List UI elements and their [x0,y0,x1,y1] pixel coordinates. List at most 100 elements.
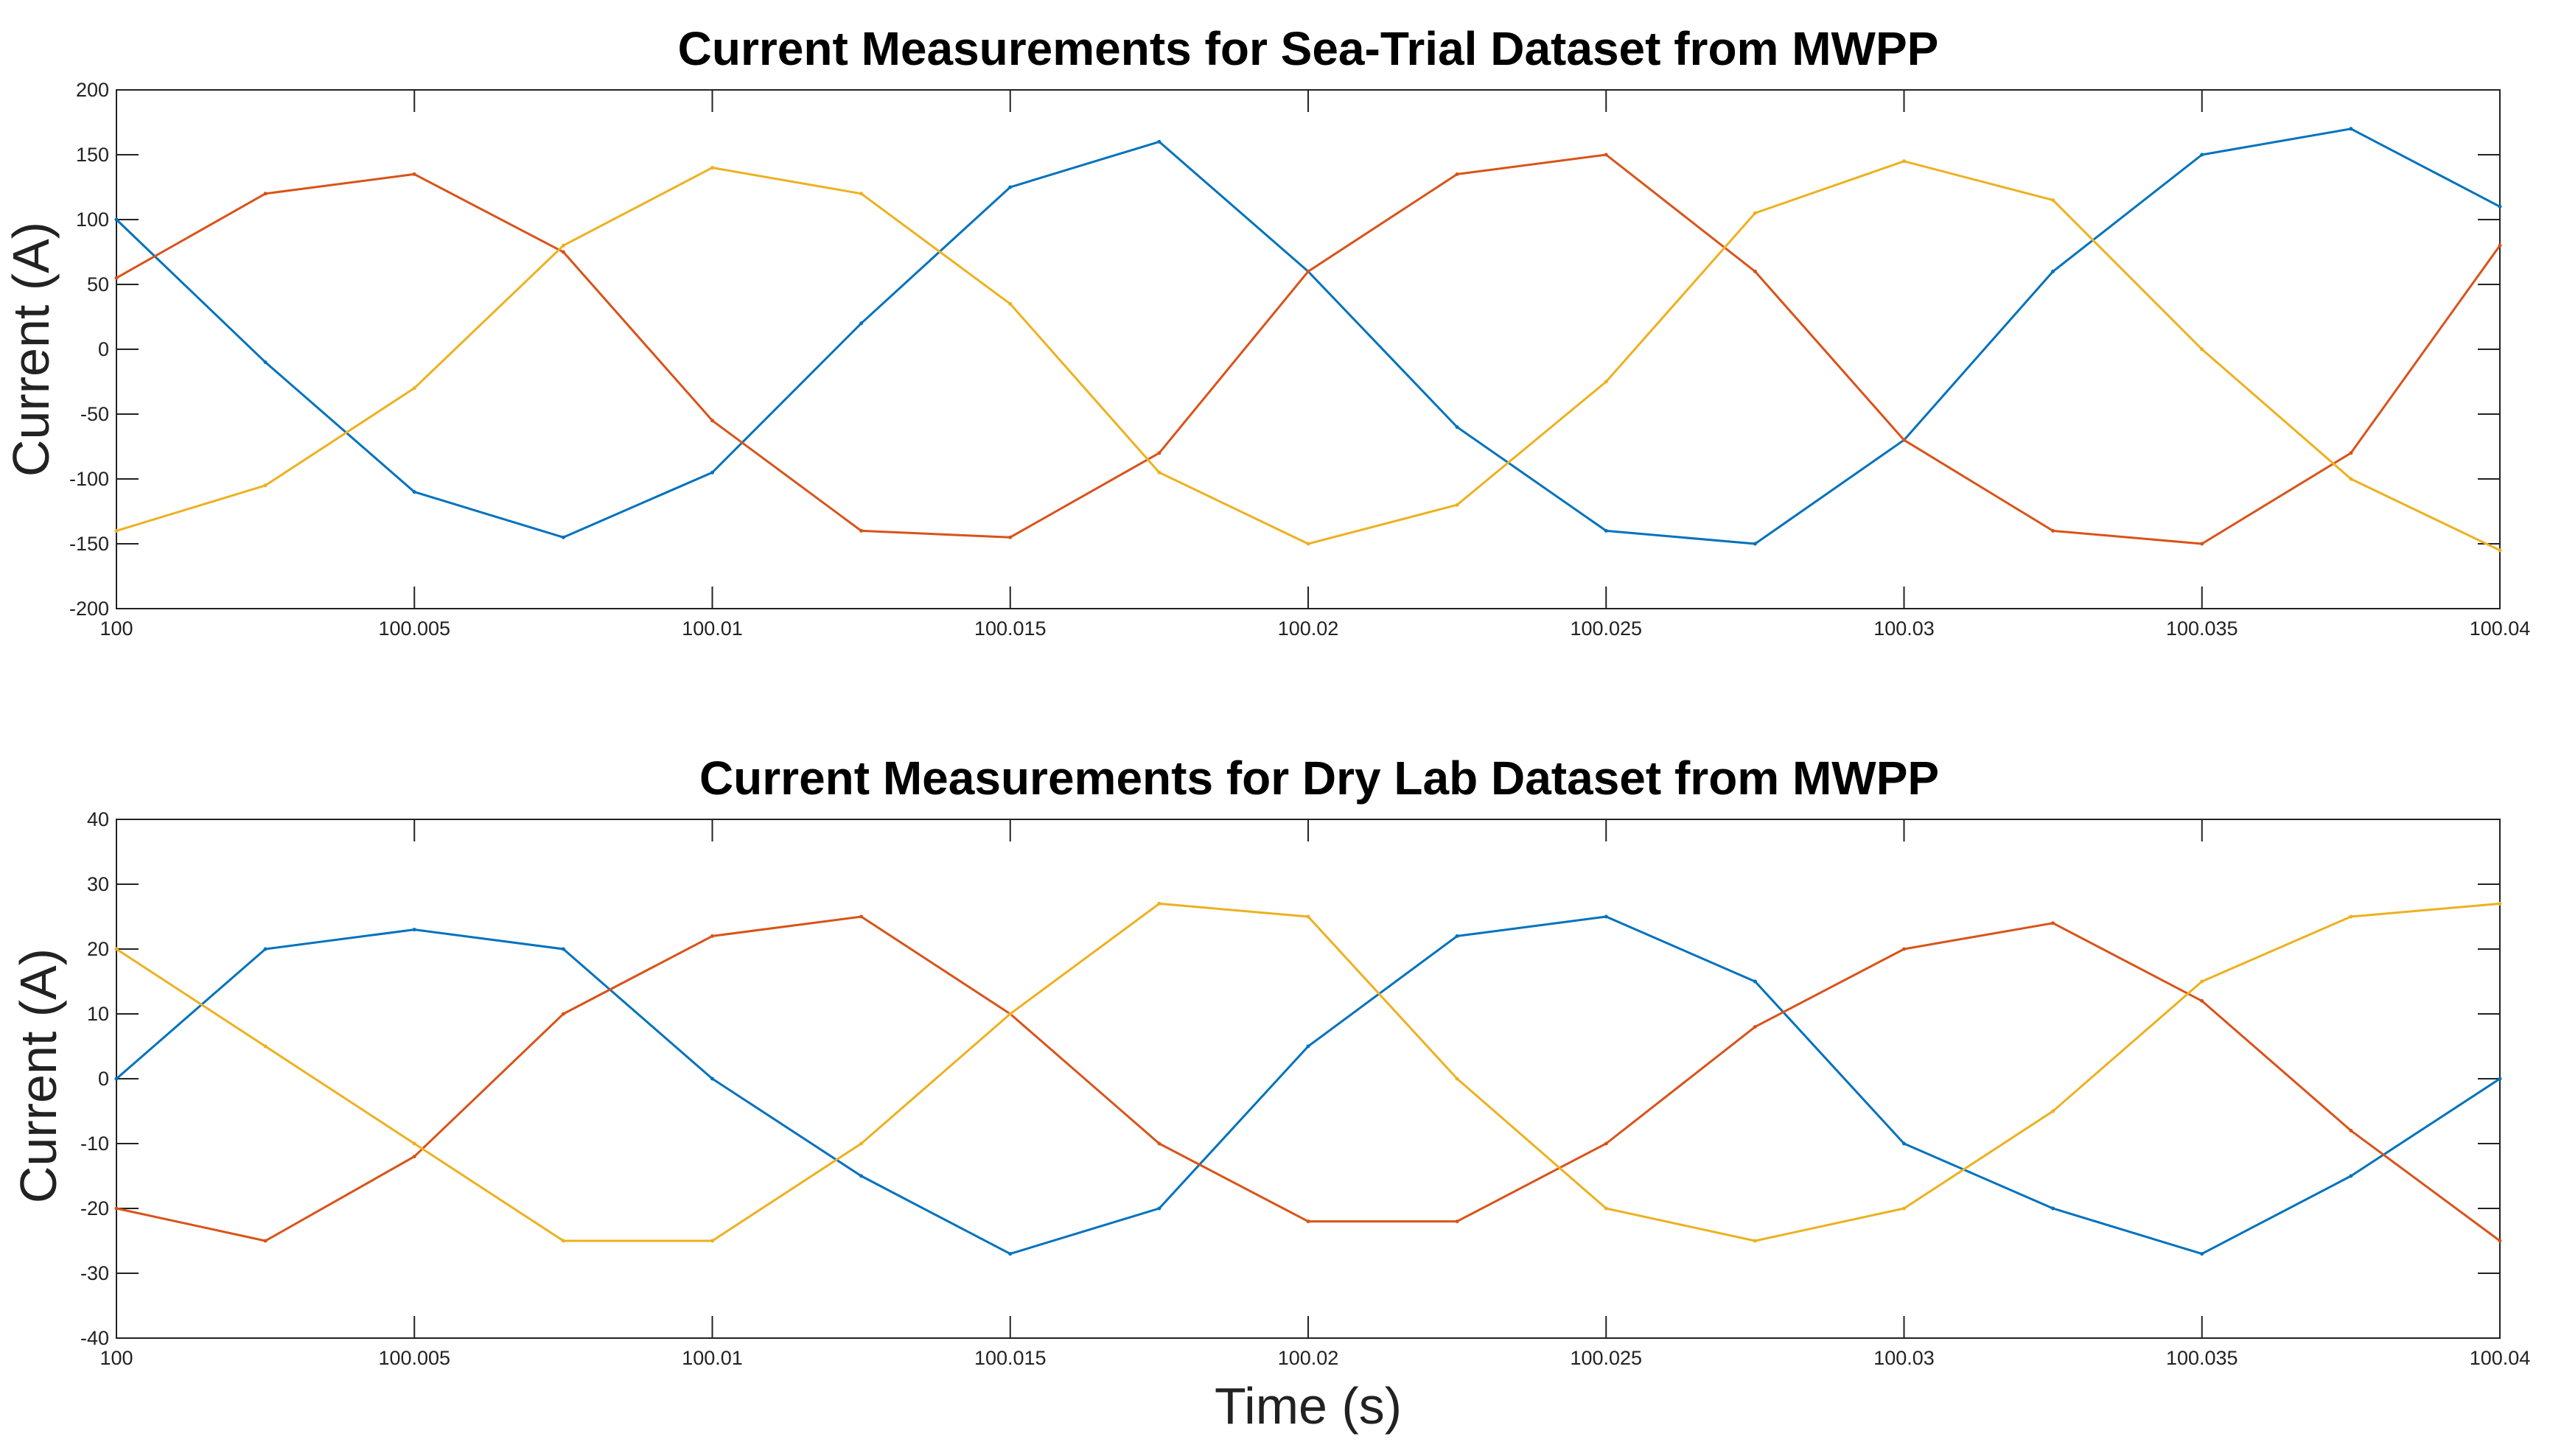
sea-trial-series-1-point [1455,425,1459,430]
sea-trial-y-tick-label: 50 [87,273,109,295]
dry-lab-x-tick-label: 100.03 [1873,1347,1935,1369]
sea-trial-x-tick-label: 100 [99,617,133,640]
sea-trial-series-2-point [561,250,565,254]
sea-trial-series-2-point [2051,528,2055,533]
dry-lab-series-2-point [1306,1219,1310,1224]
sea-trial-series-3-point [263,483,268,488]
dry-lab-x-tick-label: 100.02 [1278,1347,1339,1369]
sea-trial-chart: Current Measurements for Sea-Trial Datas… [2,22,2530,640]
sea-trial-y-tick-label: -150 [69,533,109,555]
sea-trial-series-1-point [2498,204,2502,209]
dry-lab-series-group [114,901,2502,1256]
dry-lab-series-3-point [2200,979,2204,984]
sea-trial-series-2-point [1306,269,1310,273]
dry-lab-series-2-point [2051,921,2055,925]
dry-lab-series-3-point [2349,914,2353,919]
dry-lab-series-1-point [1455,934,1459,938]
sea-trial-y-tick-label: 100 [76,209,109,231]
dry-lab-x-tick-label: 100.01 [682,1347,743,1369]
dry-lab-y-tick-label: -10 [80,1133,109,1155]
dry-lab-series-1-point [2349,1174,2353,1178]
sea-trial-series-3-point [859,192,864,196]
sea-trial-series-3-point [1306,542,1310,546]
sea-trial-series-1-point [1157,139,1162,144]
dry-lab-series-2-point [1902,947,1906,951]
dry-lab-x-tick-label: 100.005 [378,1347,450,1369]
sea-trial-series-1-point [114,217,119,222]
dry-lab-y-tick-label: 40 [87,808,109,830]
dry-lab-series-1-point [1753,979,1757,984]
sea-trial-series-1-point [710,470,714,475]
sea-trial-series-2-point [1157,451,1162,455]
dry-lab-y-tick-label: -30 [80,1262,109,1284]
dry-lab-series-2-point [710,934,714,938]
dry-lab-series-3-point [1157,901,1162,906]
sea-trial-y-axis-label: Current (A) [2,222,60,477]
sea-trial-series-2-point [1008,535,1013,539]
dry-lab-series-1-point [2200,1252,2204,1256]
dry-lab-y-tick-label: -40 [80,1327,109,1349]
sea-trial-series-1-point [1753,542,1757,546]
sea-trial-series-3-point [561,243,565,248]
sea-trial-series-1-point [263,360,268,365]
sea-trial-series-group [114,127,2502,553]
dry-lab-series-3-point [1753,1239,1757,1243]
dry-lab-y-tick-label: 10 [87,1003,109,1025]
dry-lab-series-3-point [2051,1109,2055,1113]
dry-lab-chart: Current Measurements for Dry Lab Dataset… [10,752,2530,1369]
sea-trial-plot-area [116,89,2501,609]
sea-trial-series-1-point [1008,185,1013,189]
dry-lab-series-1-point [2051,1206,2055,1211]
dry-lab-series-3-point [710,1239,714,1243]
sea-trial-y-tick-label: -100 [69,468,109,490]
sea-trial-series-2-point [2349,451,2353,455]
dry-lab-series-2-point [2498,1239,2502,1243]
dry-lab-series-3-point [263,1044,268,1049]
dry-lab-series-3-point [561,1239,565,1243]
dry-lab-series-1-point [1157,1206,1162,1211]
dry-lab-series-3-point [1455,1077,1459,1081]
dry-lab-series-1-point [1306,1044,1310,1049]
x-axis-label: Time (s) [1215,1377,1402,1435]
sea-trial-ticks: 100 100.005 100.01 100.015 100.02 100.025 100.… [69,79,2530,640]
sea-trial-x-tick-label: 100.015 [974,617,1047,640]
dry-lab-y-tick-label: -20 [80,1197,109,1219]
sea-trial-series-3-point [1455,503,1459,507]
sea-trial-series-3-point [710,166,714,170]
dry-lab-y-axis-label: Current (A) [10,948,67,1203]
dry-lab-series-3-point [2498,901,2502,906]
sea-trial-series-3-point [1902,159,1906,164]
sea-trial-x-tick-label: 100.01 [682,617,743,640]
dry-lab-series-2-point [1157,1141,1162,1146]
dry-lab-series-2-point [114,1206,119,1211]
dry-lab-plot-area [116,819,2501,1339]
sea-trial-series-2-point [710,419,714,423]
dry-lab-y-tick-label: 20 [87,938,109,960]
dry-lab-series-2-point [263,1239,268,1243]
dry-lab-series-2-point [859,914,864,919]
sea-trial-y-tick-label: 0 [98,338,109,360]
sea-trial-series-3-point [2051,198,2055,203]
dry-lab-series-3-point [1008,1012,1013,1016]
dry-lab-series-1-point [1604,914,1608,919]
sea-trial-series-1-point [561,535,565,539]
dry-lab-series-1-point [710,1077,714,1081]
dry-lab-y-tick-label: 30 [87,873,109,895]
sea-trial-series-3-point [114,528,119,533]
sea-trial-series-2-point [412,172,416,176]
sea-trial-series-2-point [1604,153,1608,157]
sea-trial-y-tick-label: 200 [76,79,109,101]
sea-trial-series-2-point [1753,269,1757,273]
dry-lab-series-3-point [1902,1206,1906,1211]
dry-lab-x-tick-label: 100.04 [2470,1347,2531,1369]
dry-lab-series-3-point [859,1141,864,1146]
sea-trial-y-tick-label: -50 [80,403,109,425]
sea-trial-series-3-point [412,386,416,391]
sea-trial-series-2-point [1902,438,1906,442]
dry-lab-series-2-point [1604,1141,1608,1146]
sea-trial-series-2-point [2498,243,2502,248]
sea-trial-chart-title: Current Measurements for Sea-Trial Datas… [678,22,1939,75]
dry-lab-series-3-point [412,1141,416,1146]
dry-lab-series-1-point [412,928,416,932]
